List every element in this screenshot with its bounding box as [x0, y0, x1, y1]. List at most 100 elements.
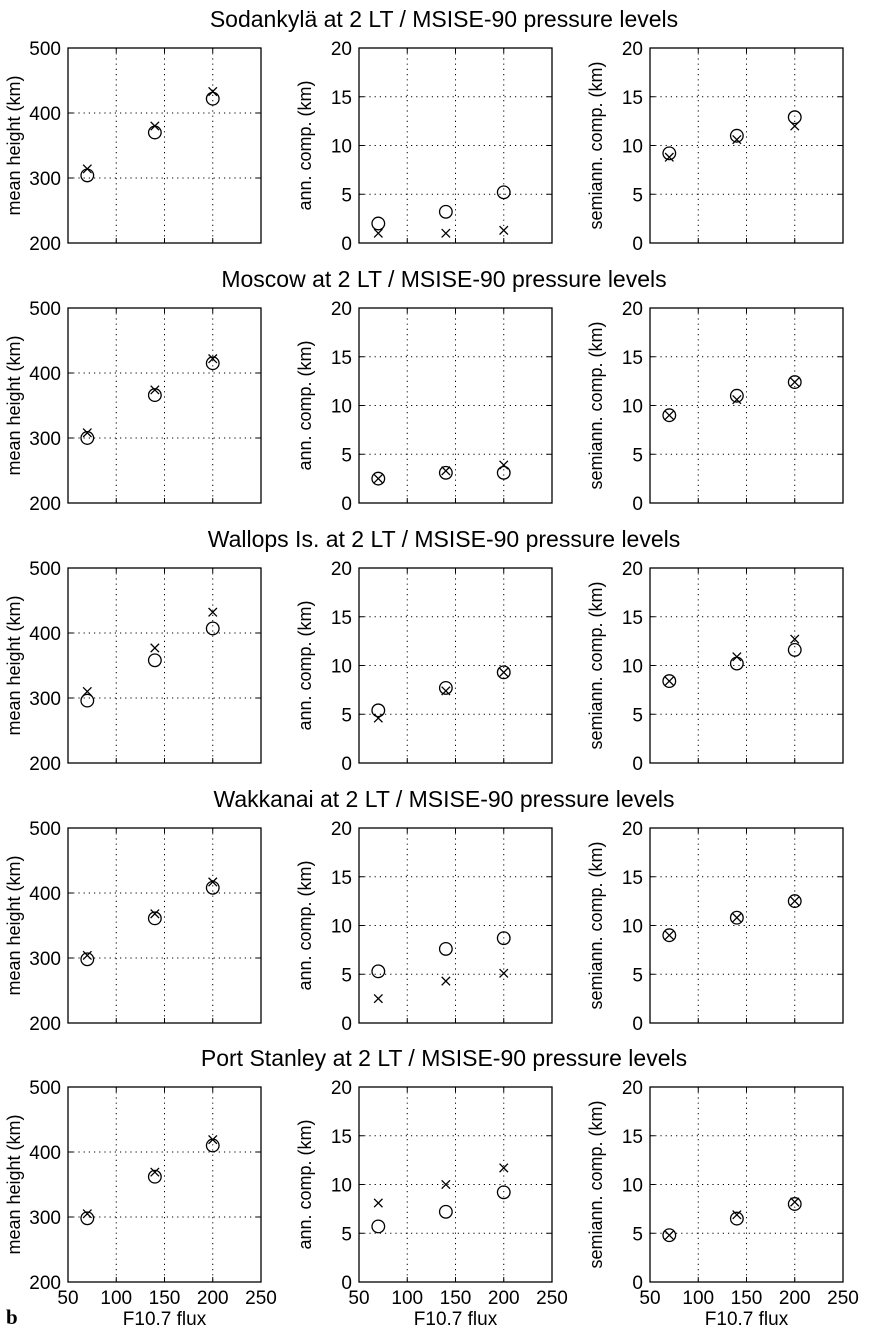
data-point-circle — [80, 693, 95, 708]
data-point-x — [82, 164, 92, 174]
y-tick-label: 20 — [622, 39, 643, 60]
data-point-x — [82, 686, 92, 697]
y-tick-label: 0 — [341, 494, 352, 515]
y-tick-label: 400 — [29, 884, 61, 905]
y-tick-label: 5 — [341, 1224, 352, 1245]
y-tick-label: 5 — [632, 185, 643, 206]
y-tick-label: 5 — [341, 705, 352, 726]
data-point-x — [790, 896, 800, 906]
y-tick-label: 10 — [331, 657, 352, 678]
data-point-circle — [496, 1185, 511, 1200]
plot-frame — [358, 567, 553, 764]
plot-frame — [358, 1086, 553, 1283]
data-point-x — [150, 1167, 160, 1177]
x-tick-label: 100 — [682, 1288, 714, 1309]
data-point-x — [499, 1163, 509, 1173]
x-axis-label: F10.7 flux — [123, 1309, 207, 1330]
y-tick-label: 200 — [29, 234, 61, 255]
data-point-x — [732, 394, 742, 405]
y-tick-label: 500 — [29, 819, 61, 840]
plot-panel: 0 5 10 15 20 ann. comp. (km) — [295, 39, 553, 255]
y-tick-label: 0 — [341, 1014, 352, 1035]
y-axis-label: ann. comp. (km) — [295, 1119, 315, 1249]
y-tick-label: 20 — [331, 299, 352, 320]
y-tick-label: 300 — [29, 1208, 61, 1229]
y-tick-label: 20 — [622, 559, 643, 580]
y-tick-label: 400 — [29, 624, 61, 645]
data-point-x — [373, 228, 383, 238]
data-point-x — [82, 1209, 92, 1219]
y-tick-label: 300 — [29, 169, 61, 190]
data-point-x — [373, 473, 383, 484]
plot-panel: 0 5 10 15 20 ann. comp. (km) — [295, 299, 553, 515]
y-tick-label: 200 — [29, 494, 61, 515]
data-point-circle — [438, 1204, 453, 1219]
data-point-circle — [147, 911, 162, 926]
plot-panel: 0 5 10 15 20 ann. comp. (km) — [295, 559, 553, 775]
data-point-circle — [205, 621, 220, 636]
x-tick-label: 250 — [536, 1288, 568, 1309]
row-title: Port Stanley at 2 LT / MSISE-90 pressure… — [201, 1045, 687, 1071]
y-tick-label: 10 — [622, 917, 643, 938]
x-axis-label: F10.7 flux — [705, 1309, 789, 1330]
y-tick-label: 5 — [341, 445, 352, 466]
y-tick-label: 10 — [622, 137, 643, 158]
y-tick-label: 20 — [331, 819, 352, 840]
data-point-x — [732, 652, 742, 662]
data-point-x — [664, 930, 674, 940]
y-tick-label: 20 — [331, 1078, 352, 1099]
y-tick-label: 15 — [622, 88, 643, 109]
y-tick-label: 20 — [622, 819, 643, 840]
y-tick-label: 20 — [331, 559, 352, 580]
x-axis-label: F10.7 flux — [414, 1309, 498, 1330]
plot-panel: 0 5 10 15 20 50 100 150 200 250 F10.7 flux semiann.… — [586, 1078, 859, 1330]
y-axis-label: mean height (km) — [4, 75, 24, 215]
data-point-circle — [496, 931, 511, 946]
x-tick-label: 50 — [348, 1288, 369, 1309]
x-tick-label: 150 — [440, 1288, 472, 1309]
data-point-circle — [787, 642, 802, 657]
data-point-circle — [147, 653, 162, 668]
y-tick-label: 400 — [29, 104, 61, 125]
data-point-circle — [496, 465, 511, 480]
data-point-x — [664, 676, 674, 686]
data-point-circle — [147, 388, 162, 403]
data-point-circle — [662, 1228, 677, 1243]
data-point-circle — [729, 910, 744, 925]
data-point-circle — [371, 471, 386, 486]
data-point-circle — [147, 125, 162, 140]
plot-frame — [67, 47, 262, 244]
y-tick-label: 500 — [29, 559, 61, 580]
plot-frame — [358, 47, 553, 244]
data-point-circle — [729, 1211, 744, 1226]
data-point-x — [150, 909, 160, 919]
data-point-circle — [662, 928, 677, 943]
y-tick-label: 400 — [29, 364, 61, 385]
x-tick-label: 200 — [488, 1288, 520, 1309]
data-point-x — [499, 225, 509, 235]
plot-panel: 0 5 10 15 20 semiann. comp. (km) — [586, 819, 844, 1035]
data-point-x — [150, 385, 160, 395]
plot-frame — [67, 567, 262, 764]
y-tick-label: 300 — [29, 949, 61, 970]
data-point-circle — [147, 1169, 162, 1184]
data-point-circle — [438, 204, 453, 219]
data-point-circle — [80, 1211, 95, 1226]
y-tick-label: 20 — [622, 1078, 643, 1099]
x-tick-label: 50 — [639, 1288, 660, 1309]
y-axis-label: ann. comp. (km) — [295, 860, 315, 990]
x-tick-label: 100 — [100, 1288, 132, 1309]
y-tick-label: 15 — [331, 608, 352, 629]
data-point-x — [82, 950, 92, 961]
y-tick-label: 15 — [622, 868, 643, 889]
data-point-circle — [371, 1219, 386, 1234]
y-tick-label: 10 — [331, 917, 352, 938]
plot-frame — [67, 827, 262, 1024]
y-tick-label: 5 — [632, 705, 643, 726]
data-point-x — [208, 86, 218, 97]
plot-panel: 0 5 10 15 20 semiann. comp. (km) — [586, 39, 844, 255]
plot-panel: 0 5 10 15 20 semiann. comp. (km) — [586, 299, 844, 515]
data-point-circle — [496, 665, 511, 680]
data-point-circle — [787, 375, 802, 390]
